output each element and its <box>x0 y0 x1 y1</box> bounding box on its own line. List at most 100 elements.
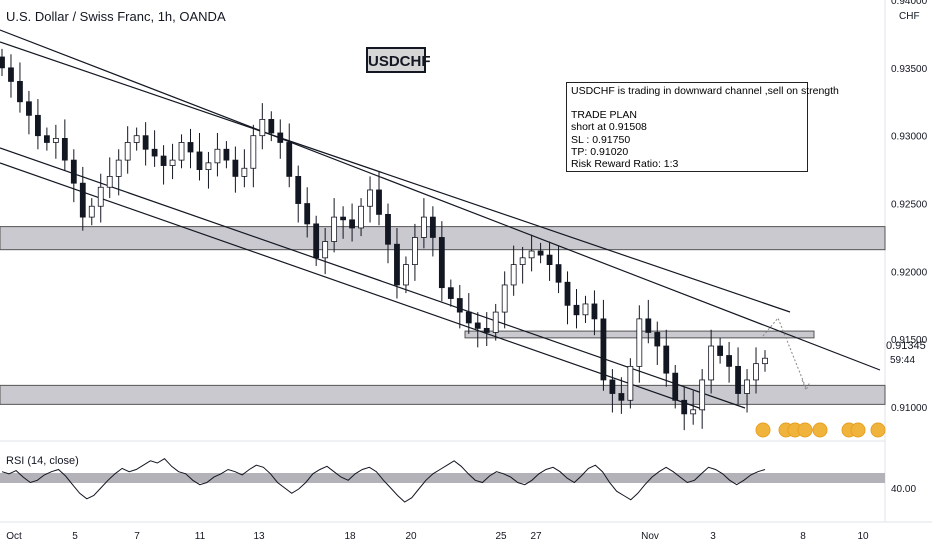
candle-body <box>636 318 643 367</box>
candle-body <box>178 142 185 161</box>
channel-lower-inner-line[interactable] <box>0 147 746 409</box>
candle-body <box>690 409 697 415</box>
us-flag-event-icon[interactable] <box>870 422 886 438</box>
x-tick-label: 25 <box>495 531 507 542</box>
candle-body <box>726 355 732 367</box>
candle-body <box>124 142 131 161</box>
candle-body <box>367 189 373 207</box>
candle-body <box>465 311 472 324</box>
candle-body <box>708 345 715 381</box>
us-flag-event-icon[interactable] <box>850 422 866 438</box>
x-tick-label: 5 <box>72 531 78 542</box>
candle-body <box>385 213 391 245</box>
candle-body <box>492 311 499 333</box>
currency-unit: CHF <box>899 11 920 22</box>
candle-body <box>609 379 616 394</box>
y-tick-label: 0.94000 <box>891 0 928 7</box>
candle-body <box>358 205 364 229</box>
candle-body <box>429 216 436 238</box>
note-sl: SL : 0.91750 <box>571 133 631 146</box>
x-tick-label: Oct <box>6 531 22 542</box>
last-price-label: 0.91345 <box>886 340 926 352</box>
candle-body <box>672 372 679 401</box>
candle-body <box>151 148 158 157</box>
x-tick-label: 7 <box>134 531 140 542</box>
note-tp: TP: 0.91020 <box>571 145 629 158</box>
us-flag-event-icon[interactable] <box>797 422 813 438</box>
candle-body <box>277 132 284 143</box>
support-zone[interactable] <box>0 384 886 405</box>
candle-body <box>394 243 400 286</box>
rsi-label: RSI (14, close) <box>6 455 79 467</box>
candle-body <box>26 101 32 116</box>
candle-body <box>322 241 329 259</box>
us-flag-event-icon[interactable] <box>755 422 771 438</box>
candle-body <box>79 182 86 218</box>
candle-body <box>582 303 589 316</box>
channel-lower-line[interactable] <box>0 162 706 411</box>
channel-lines[interactable] <box>0 29 881 411</box>
candle-body <box>474 322 481 329</box>
candle-body <box>295 175 302 204</box>
candle-body <box>447 287 454 299</box>
x-tick-label: 11 <box>195 531 206 542</box>
channel-upper-line[interactable] <box>0 29 881 371</box>
economic-event-icons[interactable] <box>755 422 886 438</box>
bar-countdown: 59:44 <box>890 355 916 366</box>
y-tick-label: 0.91500 <box>891 335 928 346</box>
candle-body <box>573 304 580 316</box>
candle-body <box>17 81 23 103</box>
candle-body <box>663 345 670 374</box>
candle-body <box>735 365 741 394</box>
candle-body <box>115 159 122 177</box>
x-tick-label: 27 <box>530 531 542 542</box>
x-tick-label: 18 <box>344 531 356 542</box>
candle-body <box>564 281 571 306</box>
candle-body <box>349 219 355 229</box>
x-tick-label: 13 <box>253 531 265 542</box>
candle-body <box>510 264 517 286</box>
candle-body <box>241 167 248 177</box>
candle-body <box>456 298 463 313</box>
candle-body <box>483 327 490 333</box>
candle-body <box>214 148 221 164</box>
candle-body <box>106 175 113 188</box>
candle-body <box>286 142 293 177</box>
chart-title: U.S. Dollar / Swiss Franc, 1h, OANDA <box>6 9 226 24</box>
note-plan-title: TRADE PLAN <box>571 109 637 122</box>
trade-plan-note[interactable]: USDCHF is trading in downward channel ,s… <box>566 82 839 172</box>
y-tick-label: 0.93000 <box>891 132 928 143</box>
candle-body <box>681 399 688 415</box>
candle-body <box>259 119 266 137</box>
note-rr: Risk Reward Ratio: 1:3 <box>571 158 679 171</box>
x-tick-label: 8 <box>800 531 806 542</box>
candle-body <box>627 365 634 401</box>
candle-body <box>744 379 750 394</box>
candle-body <box>537 250 544 256</box>
x-tick-label: 3 <box>710 531 716 542</box>
note-entry: short at 0.91508 <box>571 121 647 134</box>
rsi-tick-label: 40.00 <box>891 484 916 495</box>
rsi-band <box>0 473 885 483</box>
candle-body <box>223 148 230 161</box>
x-tick-label: 10 <box>857 531 869 542</box>
candle-body <box>762 357 768 365</box>
candle-body <box>618 393 625 401</box>
symbol-tag[interactable]: USDCHF <box>366 47 431 73</box>
y-tick-label: 0.93500 <box>891 64 928 75</box>
candles-group <box>0 48 768 431</box>
candle-body <box>304 203 311 225</box>
candle-body <box>546 254 553 265</box>
y-tick-label: 0.92500 <box>891 200 928 211</box>
candle-body <box>205 162 212 171</box>
channel-upper-inner-line[interactable] <box>0 41 791 313</box>
candle-body <box>250 135 257 169</box>
candle-body <box>70 159 77 184</box>
candle-body <box>403 264 409 286</box>
us-flag-event-icon[interactable] <box>812 422 828 438</box>
candle-body <box>600 318 607 381</box>
candle-body <box>43 135 50 143</box>
candle-body <box>528 250 535 259</box>
candle-body <box>519 257 526 266</box>
candle-body <box>61 138 68 161</box>
